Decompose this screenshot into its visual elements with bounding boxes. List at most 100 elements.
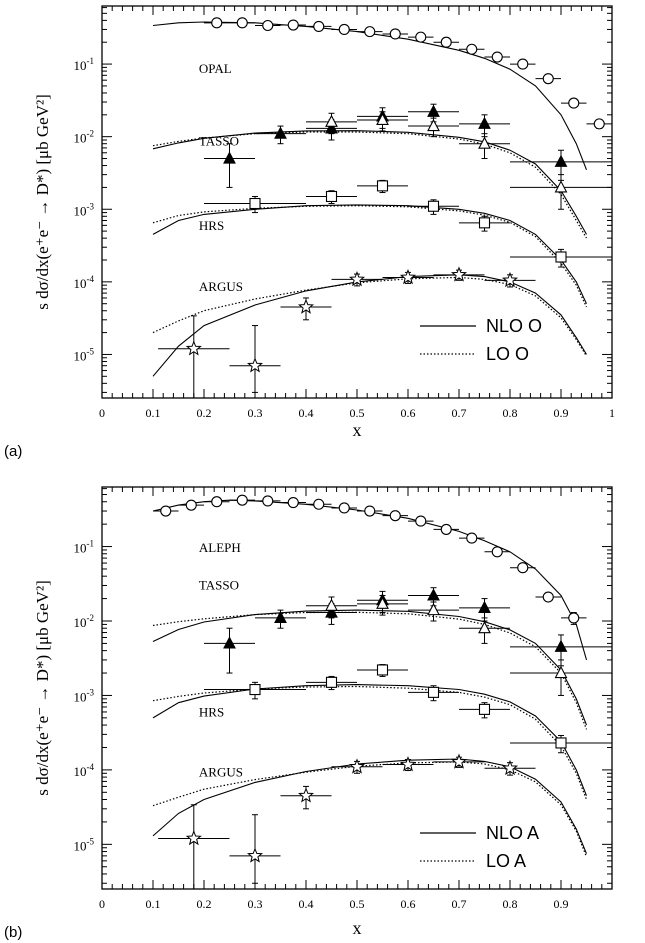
- marker-circle: [287, 19, 299, 31]
- series-argus-star-open: [158, 753, 536, 889]
- y-axis-label: s dσ/dx(e⁺e⁻ → D*) [μb GeV²]: [33, 94, 52, 310]
- series-tasso-triangle-open: [306, 595, 612, 696]
- x-tick-label: 0.4: [299, 897, 314, 911]
- marker-star: [348, 271, 366, 287]
- marker-star: [399, 269, 417, 285]
- data-point: [158, 804, 230, 889]
- marker-star: [399, 756, 417, 772]
- x-tick-label: 0.3: [248, 897, 263, 911]
- x-tick-label: 0: [99, 406, 105, 420]
- marker-circle: [440, 36, 452, 48]
- marker-triangle-open: [325, 114, 338, 127]
- series-tasso-triangle-filled: [204, 103, 612, 188]
- marker-circle: [466, 532, 478, 544]
- data-point: [459, 702, 510, 719]
- data-point: [280, 297, 332, 321]
- legend-label: NLO A: [486, 823, 539, 843]
- x-tick-label: 1: [609, 406, 615, 420]
- data-point: [280, 19, 306, 31]
- x-tick-label: 0.7: [452, 406, 467, 420]
- data-point: [408, 601, 459, 622]
- x-tick-label: 0.4: [299, 406, 314, 420]
- x-tick-label: 0.8: [503, 897, 518, 911]
- y-tick-label: 10-5: [74, 836, 95, 853]
- data-point: [433, 266, 485, 282]
- data-point: [357, 595, 408, 616]
- marker-circle: [211, 17, 223, 29]
- marker-circle: [542, 591, 554, 603]
- marker-circle: [517, 58, 529, 70]
- marker-circle: [568, 612, 580, 624]
- data-point: [331, 758, 383, 774]
- data-point: [408, 31, 434, 43]
- x-tick-label: 0.1: [146, 406, 161, 420]
- panel-label: (b): [4, 924, 22, 941]
- marker-circle: [466, 43, 478, 55]
- marker-circle: [185, 499, 197, 511]
- y-axis-label: s dσ/dx(e⁺e⁻ → D*) [μb GeV²]: [33, 580, 52, 796]
- data-point: [510, 58, 536, 70]
- data-point: [229, 814, 281, 884]
- data-point: [586, 118, 612, 130]
- series-opal-circle-open: [204, 17, 612, 130]
- data-point: [382, 269, 434, 285]
- data-point: [306, 498, 332, 510]
- data-point: [204, 681, 306, 700]
- marker-circle: [415, 515, 427, 527]
- marker-star: [501, 271, 519, 288]
- marker-circle: [262, 19, 274, 32]
- series-hrs-square-open: [204, 179, 612, 268]
- data-point: [204, 627, 255, 674]
- data-point: [408, 515, 434, 527]
- y-tick-label: 10-1: [74, 56, 95, 73]
- data-point: [484, 759, 536, 776]
- y-tick-label: 10-3: [74, 201, 95, 218]
- experiment-label: OPAL: [199, 61, 232, 76]
- x-tick-label: 0.2: [197, 897, 212, 911]
- data-point: [255, 495, 281, 507]
- x-tick-label: 0.1: [146, 897, 161, 911]
- marker-star: [185, 340, 202, 356]
- marker-triangle-open: [554, 665, 568, 679]
- plot-frame: [101, 5, 613, 399]
- y-tick-label: 10-2: [74, 129, 95, 146]
- data-point: [306, 20, 332, 32]
- marker-circle: [593, 118, 605, 130]
- y-tick-label: 10-4: [74, 762, 95, 779]
- data-point: [204, 195, 306, 214]
- x-tick-label: 0.7: [452, 897, 467, 911]
- marker-circle: [440, 523, 452, 535]
- marker-star: [348, 758, 366, 774]
- marker-star: [246, 357, 264, 373]
- data-point: [255, 19, 281, 32]
- data-point: [204, 17, 230, 29]
- x-tick-label: 0.3: [248, 406, 263, 420]
- marker-triangle-filled: [274, 610, 287, 623]
- marker-square: [555, 737, 567, 749]
- marker-triangle-filled: [223, 151, 236, 164]
- marker-circle: [338, 502, 350, 514]
- marker-triangle-filled: [554, 639, 568, 652]
- marker-circle: [236, 17, 248, 29]
- data-point: [280, 497, 306, 509]
- experiment-label: ARGUS: [199, 765, 243, 780]
- marker-circle: [364, 26, 376, 38]
- marker-triangle-filled: [427, 588, 440, 601]
- data-point: [382, 28, 408, 40]
- marker-triangle-filled: [478, 600, 491, 613]
- data-point: [510, 149, 612, 181]
- marker-circle: [338, 23, 350, 35]
- data-point: [459, 598, 510, 622]
- marker-triangle-open: [376, 596, 389, 609]
- marker-star: [297, 298, 315, 314]
- data-point: [408, 117, 459, 138]
- marker-triangle-filled: [427, 104, 440, 117]
- data-point: [306, 112, 357, 135]
- marker-circle: [542, 73, 554, 85]
- data-point: [306, 596, 357, 619]
- data-point: [331, 23, 357, 35]
- data-point: [229, 17, 255, 29]
- legend: NLO O LO O: [420, 316, 542, 364]
- y-tick-label: 10-3: [74, 687, 95, 704]
